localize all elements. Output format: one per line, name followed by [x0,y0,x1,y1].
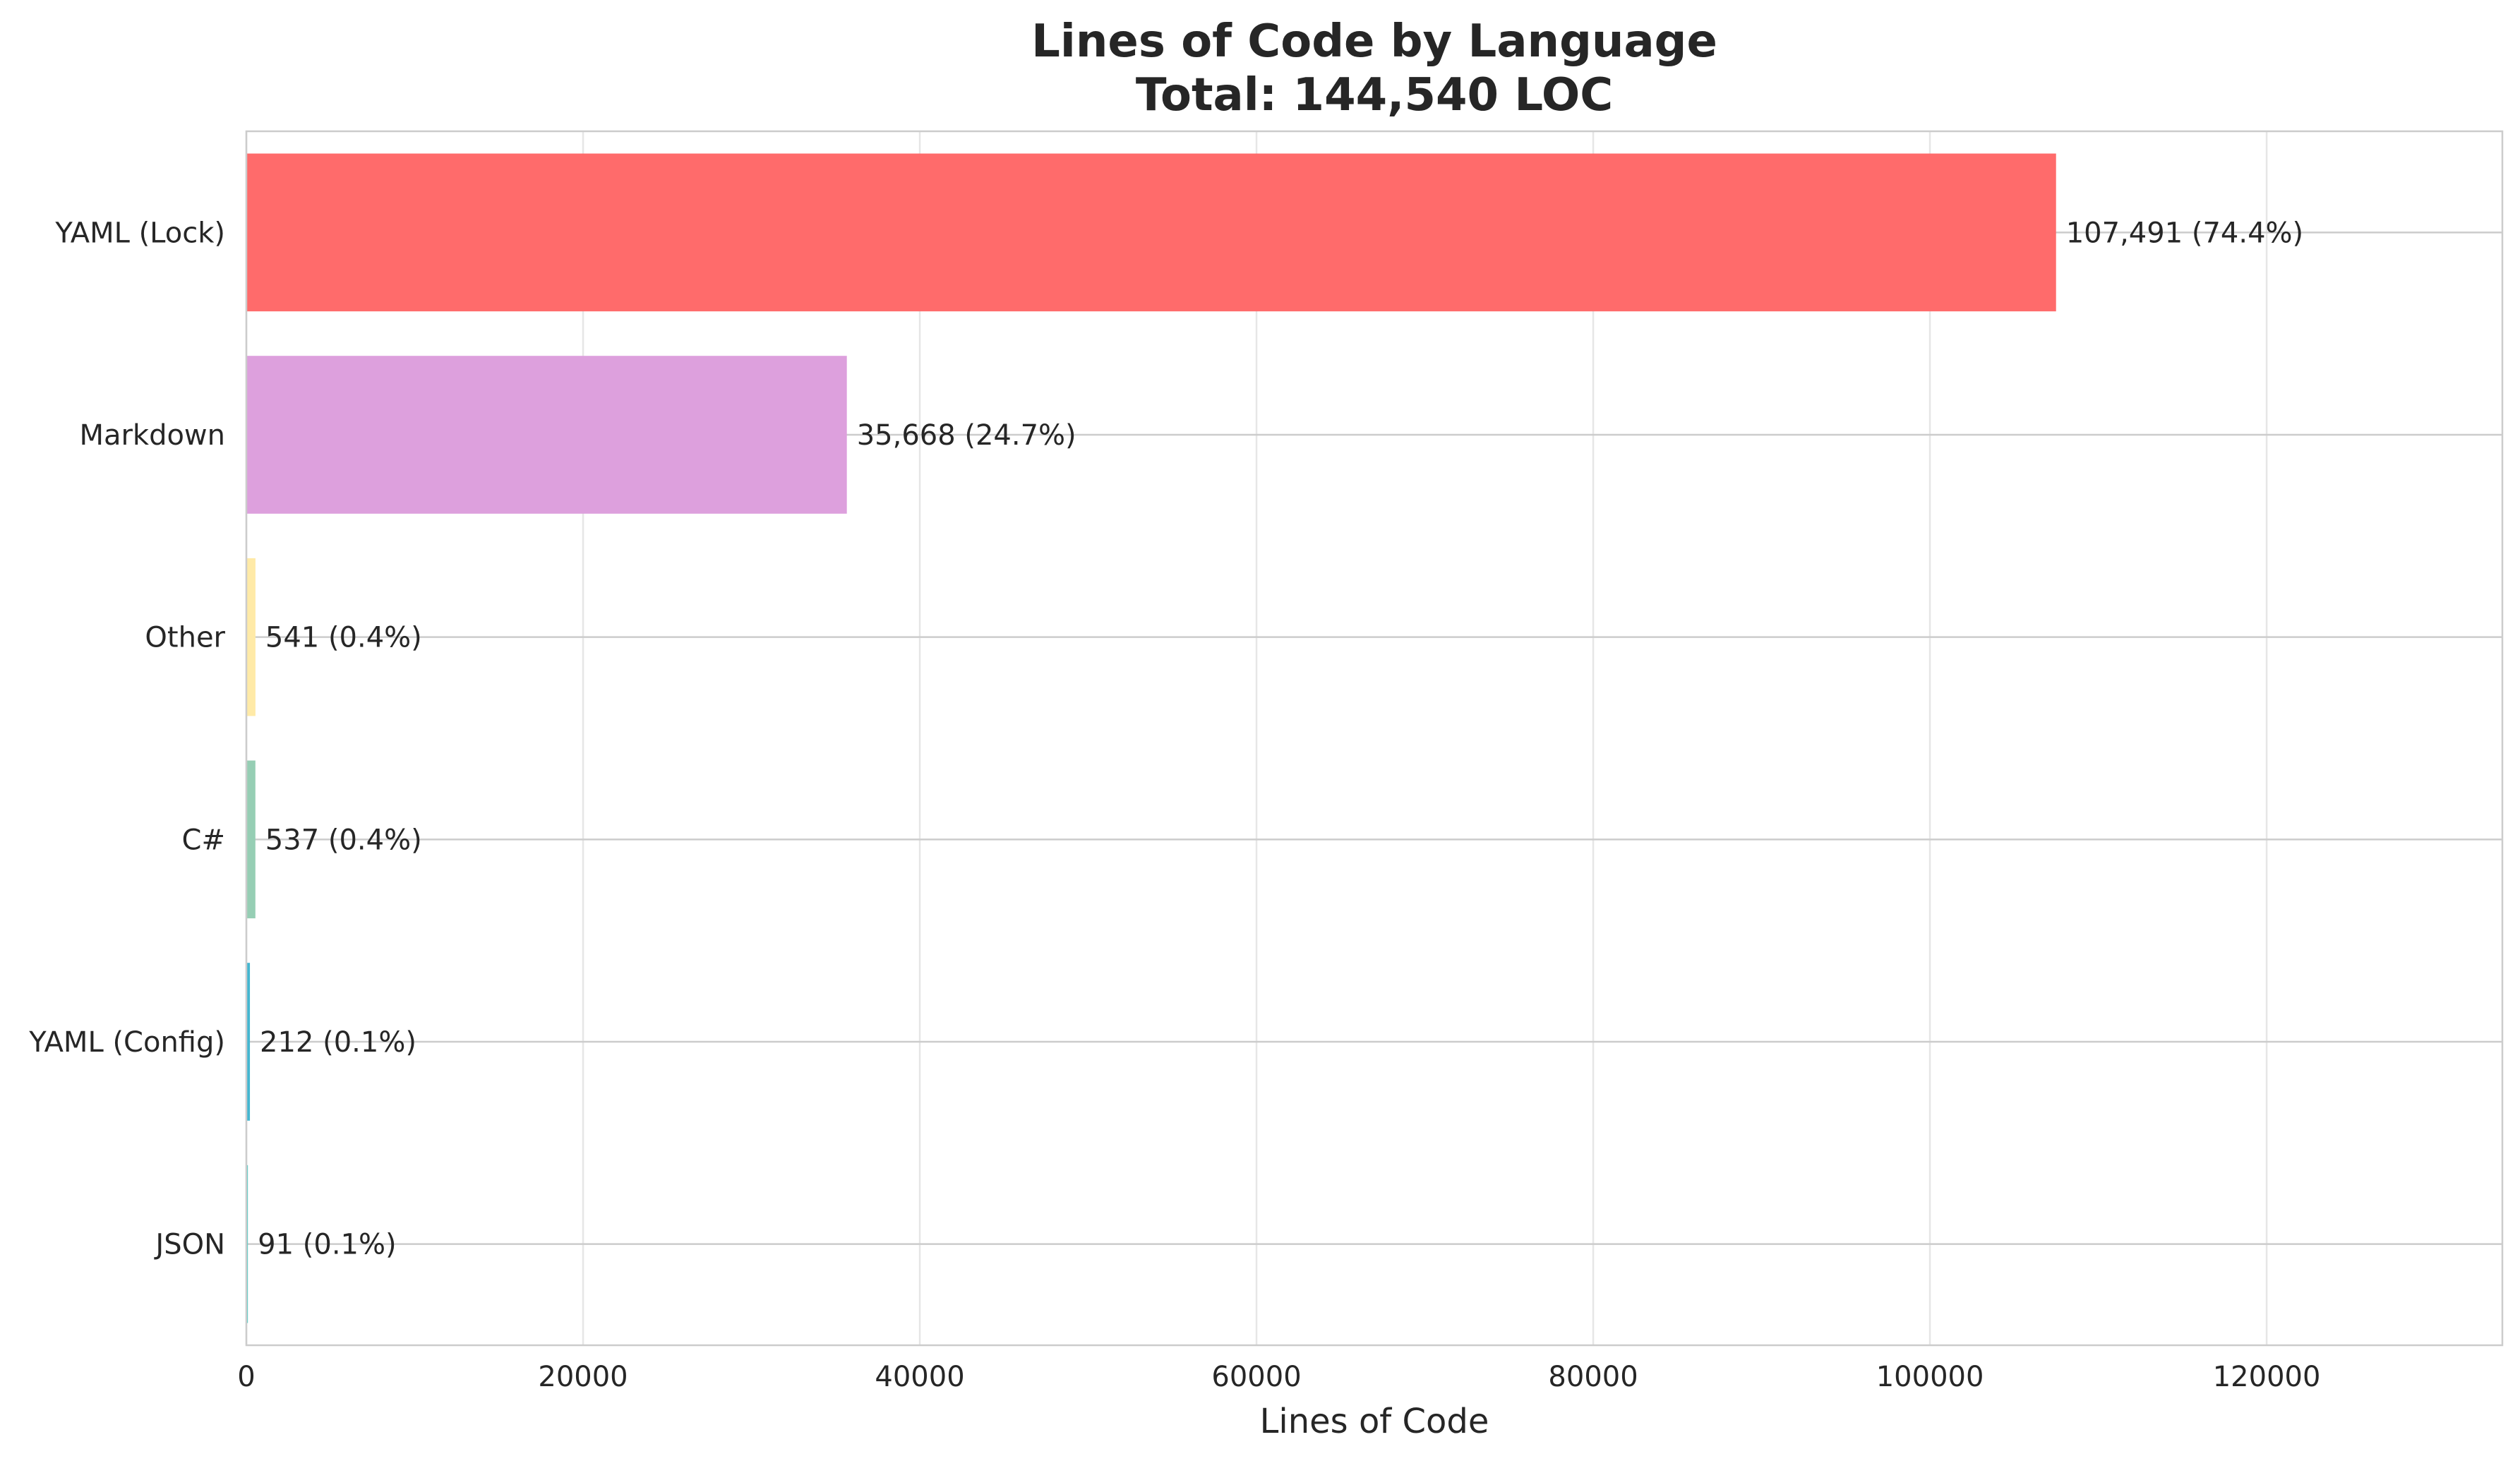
chart-title: Lines of Code by Language [1031,16,1717,68]
bar [246,963,251,1121]
bar [246,760,256,919]
x-tick-label: 120000 [2213,1361,2321,1393]
bar-value-label: 91 (0.1%) [258,1229,396,1261]
y-tick-label: Other [145,622,225,654]
label-layer: 0 20000 40000 60000 80000 100000 120000 YAML (L… [28,217,2320,1393]
x-tick-label: 60000 [1211,1361,1301,1393]
y-tick-label: YAML (Lock) [54,217,225,249]
plot-frame [245,130,2504,1347]
chart-subtitle: Total: 144,540 LOC [1136,69,1613,121]
y-tick-label: YAML (Config) [28,1026,225,1059]
bar-value-label: 35,668 (24.7%) [857,419,1076,452]
bar-value-label: 537 (0.4%) [265,824,422,856]
x-tick-label: 80000 [1548,1361,1638,1393]
y-tick-label: C# [182,824,225,856]
x-axis-label: Lines of Code [1260,1402,1489,1441]
bar-value-label: 541 (0.4%) [265,622,422,654]
x-tick-label: 20000 [538,1361,628,1393]
bar-value-label: 107,491 (74.4%) [2066,217,2303,249]
bar [246,356,847,514]
bar-layer [246,153,2056,1323]
bar [246,153,2056,312]
bar [246,558,256,716]
bar-value-label: 212 (0.1%) [260,1026,416,1059]
y-tick-label: Markdown [79,419,225,452]
x-tick-label: 0 [237,1361,255,1393]
x-tick-label: 40000 [875,1361,964,1393]
x-tick-label: 100000 [1876,1361,1984,1393]
y-tick-label: JSON [153,1229,225,1261]
